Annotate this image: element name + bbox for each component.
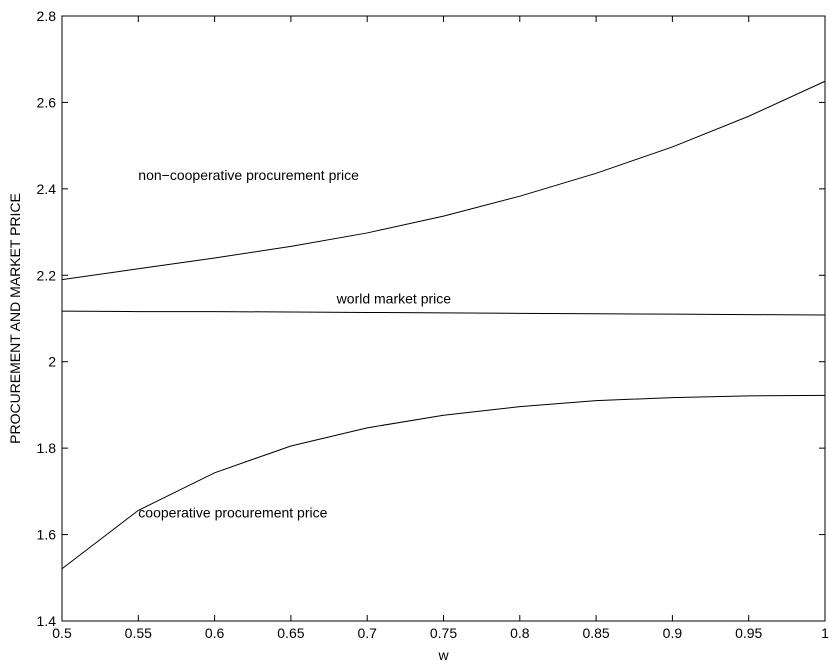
y-axis-label: PROCUREMENT AND MARKET PRICE (7, 193, 23, 444)
x-tick-label: 0.6 (205, 625, 225, 641)
y-tick-label: 2.8 (37, 8, 57, 24)
y-tick-label: 1.8 (37, 440, 57, 456)
y-tick-label: 2.4 (37, 181, 57, 197)
x-tick-label: 0.7 (357, 625, 377, 641)
annotation-label: non−cooperative procurement price (138, 167, 359, 183)
series-lines (61, 80, 826, 570)
x-tick-label: 0.5 (52, 625, 72, 641)
x-tick-label: 0.9 (663, 625, 683, 641)
series-line-2 (61, 310, 826, 316)
annotation-label: cooperative procurement price (138, 504, 327, 520)
y-tick-label: 2.6 (37, 94, 57, 110)
x-tick-label: 1 (821, 625, 829, 641)
x-tick-label: 0.95 (735, 625, 762, 641)
x-tick-label: 0.8 (510, 625, 530, 641)
annotation-label: world market price (336, 290, 452, 306)
plot-area (61, 15, 826, 622)
x-tick-label: 0.85 (582, 625, 609, 641)
x-tick-label: 0.75 (430, 625, 457, 641)
y-tick-label: 2 (48, 354, 56, 370)
x-tick-label: 0.55 (125, 625, 152, 641)
y-tick-label: 1.4 (37, 613, 57, 629)
series-line-3 (61, 394, 826, 570)
x-tick-label: 0.65 (277, 625, 304, 641)
y-tick-label: 1.6 (37, 527, 57, 543)
x-axis-label: w (437, 647, 449, 663)
series-line-1 (61, 80, 826, 281)
y-tick-label: 2.2 (37, 267, 57, 283)
annotations: non−cooperative procurement price world m… (138, 167, 451, 520)
axis-ticks: 0.5 0.55 0.6 0.65 0.7 0.75 0.8 0.85 0.9 0.95 1 1.4 1… (37, 8, 829, 641)
